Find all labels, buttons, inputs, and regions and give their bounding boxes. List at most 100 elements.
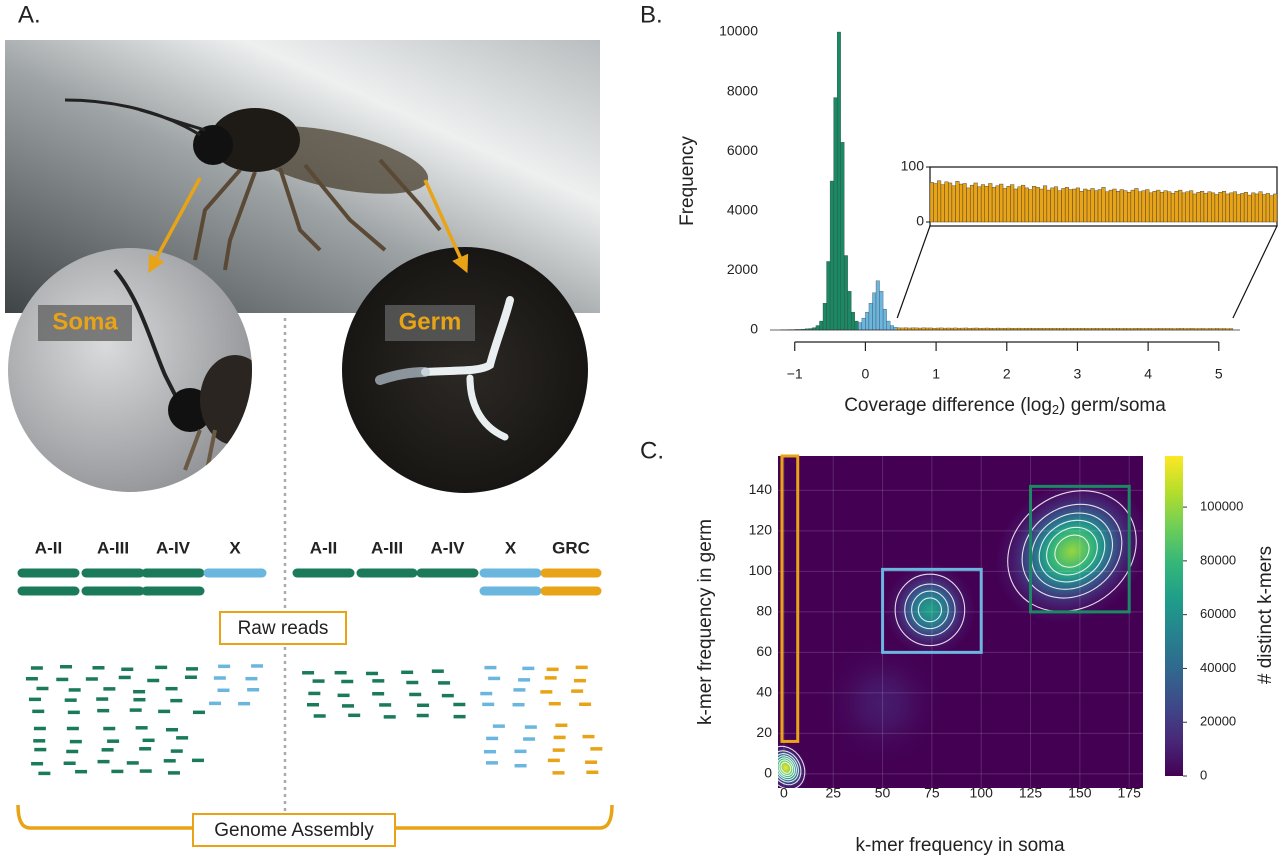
contour [1021,503,1123,599]
inset-bar [1094,190,1099,223]
inset-bar [1273,193,1278,223]
read [575,665,588,670]
read [217,688,230,693]
inset-bar [1192,193,1197,223]
inset-bar [1057,190,1062,223]
read [218,664,231,669]
read [101,748,114,752]
bar [829,180,834,331]
inset-bar [1200,190,1205,223]
chromosome-label: X [505,538,517,557]
inset-bar [1108,189,1113,223]
read [121,667,134,672]
read [313,714,326,718]
read [453,714,466,719]
x-axis-label: Coverage difference (log2) germ/soma [844,395,1166,417]
read [107,739,120,743]
inset-bar [944,181,949,223]
inset-bar [1265,193,1270,223]
germ-inset [342,247,588,493]
inset-bar [1123,190,1128,223]
y-tick-label: 2000 [727,261,758,277]
inset-bar [999,183,1004,223]
chromosome-label: A-III [371,538,403,557]
bar [815,325,820,331]
contour [778,755,797,781]
read [492,724,505,728]
y-tick-label: 40 [756,684,772,700]
read [155,665,168,670]
x-tick-label: 0 [862,366,870,382]
inset-bar [1086,189,1091,223]
read [334,670,347,675]
read [103,687,116,691]
colorbar [1165,456,1183,776]
inset-bar [948,182,953,223]
read [441,693,454,698]
inset-bar [1010,184,1015,223]
inset-y-tick-label: 100 [901,158,925,174]
inset-bar [1061,188,1066,223]
x-tick-label: 50 [875,785,891,801]
bar [861,317,866,331]
inset-bar [1068,189,1073,223]
read [582,734,595,739]
x-tick-label: −1 [787,366,803,382]
read [191,758,204,763]
x-axis-label-part: ) germ/soma [1059,395,1166,416]
read [118,675,131,680]
colorbar-label: # distinct k-mers [1255,546,1276,684]
inset-bar [1137,191,1143,223]
read [547,758,560,763]
histogram-panel: B. 0 2000 4000 6000 8000 10000 −1 0 1 2 3 4 5 Frequenc… [640,1,1278,417]
inset-bar [1053,186,1059,223]
inset-bar [1083,188,1088,223]
read [165,686,178,691]
bar [875,280,880,331]
read [524,725,537,729]
read [133,689,146,694]
inset-bar [988,183,993,223]
density-peak [884,563,975,657]
chromosome-label: A-III [97,538,129,557]
contour [778,753,799,783]
inset-bar [1254,193,1259,223]
inset-bar [1097,189,1102,223]
plot-area [778,456,1143,788]
panel-label: C. [640,437,664,464]
read [32,709,45,714]
bar [890,325,894,331]
panel-label: A. [18,1,41,28]
y-tick-label: 4000 [727,202,758,218]
read [126,761,139,765]
label-box [38,305,132,341]
inset-connector [1232,225,1278,319]
chromosome-label: A-IV [431,538,466,557]
read [163,759,176,763]
inset-bar [1002,188,1007,223]
x-tick-label: 4 [1144,366,1152,382]
inset-bar [1236,194,1241,223]
read [518,678,531,682]
x-tick-label: 175 [1118,785,1142,801]
bar [882,308,887,331]
contour [1054,534,1090,568]
read [312,679,325,683]
read [97,708,110,713]
inset-bar [1189,190,1194,223]
inset-bar [1035,187,1040,223]
chromosome-label: A-II [35,538,62,557]
contour [1046,526,1098,576]
read [111,769,124,774]
read [139,747,152,751]
x-tick-label: 3 [1074,366,1082,382]
inset-bar [1163,190,1168,223]
read [135,726,148,730]
contour [911,590,949,630]
read [245,676,258,681]
inset-bar [1229,192,1234,223]
read [552,748,565,752]
inset-bar [980,184,985,223]
highlight-box [1029,484,1131,614]
read [484,665,497,670]
